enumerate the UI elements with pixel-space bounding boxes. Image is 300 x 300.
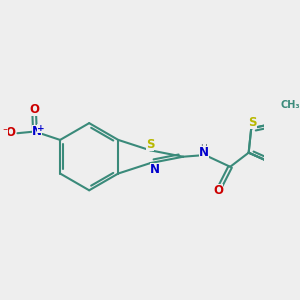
Text: N: N: [32, 125, 42, 138]
Text: +: +: [38, 124, 45, 133]
Text: ⁻: ⁻: [3, 128, 8, 137]
Text: O: O: [213, 184, 223, 197]
Text: CH₃: CH₃: [280, 100, 300, 110]
Text: O: O: [5, 126, 15, 139]
Text: H: H: [200, 144, 207, 153]
Text: N: N: [199, 146, 209, 159]
Text: S: S: [248, 116, 257, 129]
Text: N: N: [150, 163, 160, 176]
Text: S: S: [146, 138, 154, 151]
Text: O: O: [29, 103, 39, 116]
